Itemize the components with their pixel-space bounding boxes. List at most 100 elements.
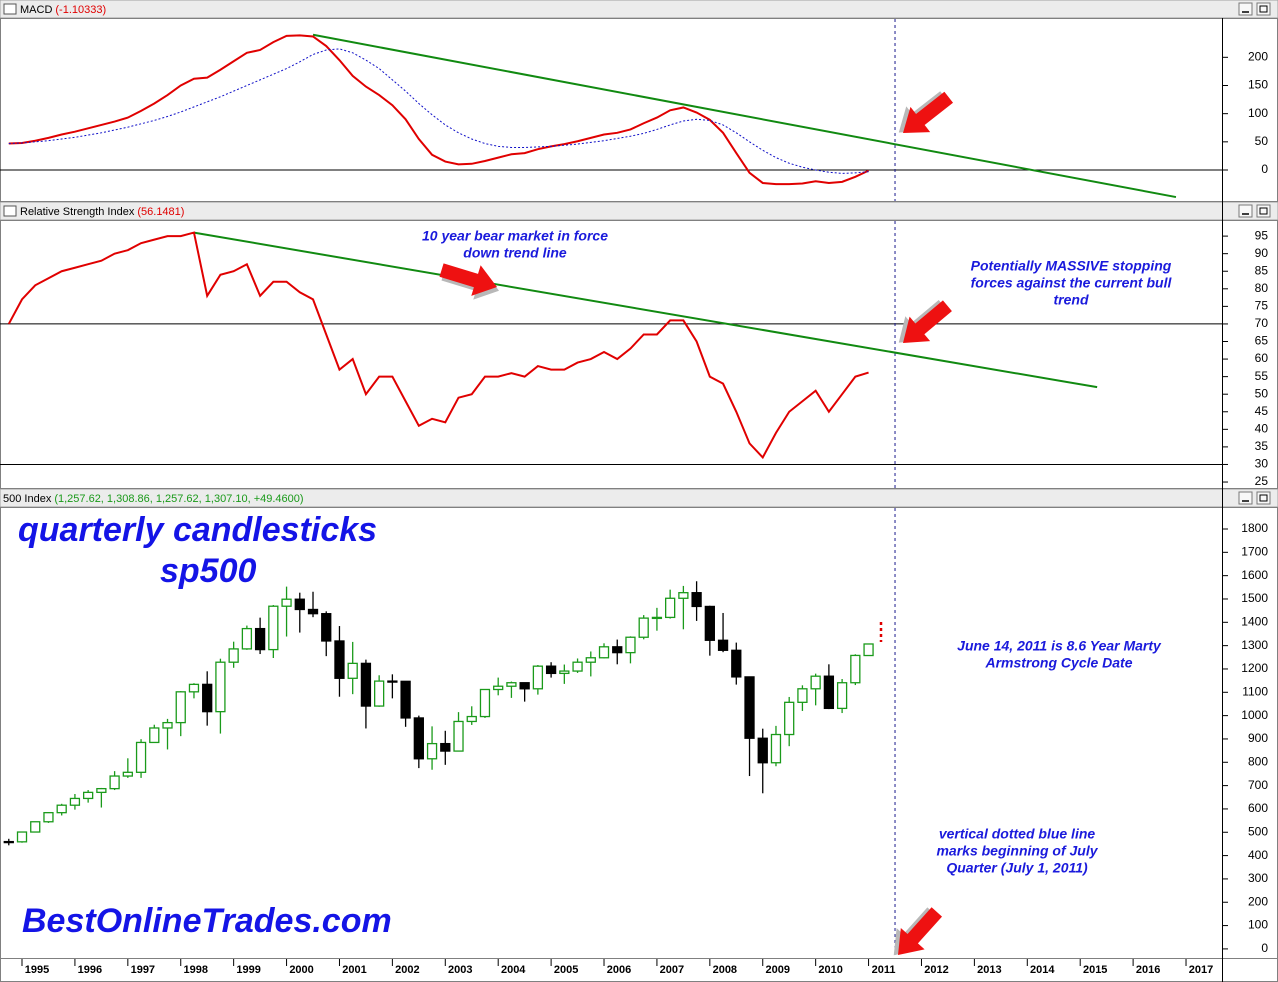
- y-tick-label: 1700: [1241, 544, 1268, 558]
- candle-body: [426, 742, 438, 760]
- candle-body: [281, 598, 292, 607]
- y-tick-label: 55: [1255, 369, 1269, 383]
- candle-body: [625, 636, 636, 654]
- x-tick-label: 2012: [924, 964, 948, 976]
- candle-body: [228, 648, 239, 663]
- candle-body: [82, 791, 94, 800]
- x-tick-label: 2006: [607, 964, 631, 976]
- x-tick-label: 2010: [818, 964, 842, 976]
- maximize-button[interactable]: [1256, 204, 1271, 218]
- y-tick-label: 200: [1248, 49, 1268, 63]
- candle-body: [545, 665, 557, 675]
- candle-body: [294, 598, 305, 611]
- svg-text:MACD(-1.10333): MACD (-1.10333): [20, 4, 106, 16]
- candle-body: [440, 742, 451, 752]
- annotation: June 14, 2011 is 8.6 Year Marty: [957, 638, 1162, 654]
- panel-title: 500 Index: [3, 493, 52, 505]
- y-tick-label: 200: [1248, 894, 1268, 908]
- candle-body: [374, 680, 385, 707]
- annotation: trend: [1054, 292, 1089, 308]
- y-tick-label: 95: [1255, 228, 1269, 242]
- y-tick-label: 75: [1255, 299, 1269, 313]
- x-tick-label: 1999: [236, 964, 260, 976]
- x-tick-label: 2008: [713, 964, 737, 976]
- candle-body: [638, 617, 649, 638]
- y-tick-label: 1200: [1241, 661, 1268, 675]
- candle-body: [836, 682, 848, 710]
- y-tick-label: 900: [1248, 731, 1268, 745]
- annotation: Armstrong Cycle Date: [984, 655, 1132, 671]
- svg-text:Relative Strength Index(56.148: Relative Strength Index (56.1481): [20, 206, 184, 218]
- candle-body: [215, 661, 226, 713]
- candle-body: [678, 592, 689, 599]
- candle-body: [43, 812, 54, 823]
- annotation: vertical dotted blue line: [939, 826, 1096, 842]
- candle-body: [175, 691, 186, 724]
- candle-body: [56, 804, 67, 814]
- x-tick-label: 1996: [78, 964, 102, 976]
- candle-body: [387, 680, 398, 683]
- candle-body: [585, 657, 596, 663]
- series-line: [7, 231, 869, 460]
- y-tick-label: 1100: [1242, 684, 1268, 698]
- candle-body: [16, 831, 28, 843]
- candle-body: [135, 741, 147, 773]
- candle-body: [30, 821, 41, 833]
- big-label: BestOnlineTrades.com: [22, 902, 392, 940]
- x-tick-label: 2001: [342, 964, 366, 976]
- candle-body: [598, 646, 610, 659]
- candle-body: [665, 597, 676, 619]
- x-tick-label: 2015: [1083, 964, 1107, 976]
- y-tick-label: 1500: [1241, 591, 1268, 605]
- x-tick-label: 2004: [501, 964, 526, 976]
- y-tick-label: 80: [1255, 281, 1269, 295]
- candle-body: [400, 680, 411, 719]
- maximize-button[interactable]: [1256, 2, 1271, 16]
- candle-body: [413, 717, 424, 760]
- series-line: [8, 34, 869, 186]
- x-tick-label: 1998: [183, 964, 207, 976]
- candle-body: [360, 662, 372, 707]
- y-tick-label: 500: [1248, 824, 1268, 838]
- candle-body: [572, 661, 583, 672]
- y-tick-label: 40: [1255, 422, 1269, 436]
- y-tick-label: 85: [1255, 263, 1269, 277]
- x-tick-label: 2005: [554, 964, 578, 976]
- x-tick-label: 2013: [977, 964, 1001, 976]
- candle-body: [651, 616, 663, 620]
- candle-body: [797, 688, 808, 703]
- candle-body: [202, 683, 213, 713]
- x-tick-label: 1995: [25, 964, 49, 976]
- candle-body: [268, 605, 279, 651]
- candle-body: [307, 608, 319, 615]
- minimize-button[interactable]: [1238, 2, 1253, 16]
- candle-body: [241, 627, 253, 650]
- annotation: forces against the current bull: [971, 275, 1173, 291]
- candle-body: [321, 613, 332, 642]
- maximize-button[interactable]: [1256, 491, 1271, 505]
- minimize-button[interactable]: [1238, 204, 1253, 218]
- x-tick-label: 2003: [448, 964, 472, 976]
- trend-line: [193, 231, 1098, 389]
- minimize-button[interactable]: [1238, 491, 1253, 505]
- candle-body: [850, 654, 861, 684]
- macd-header: MACD (-1.10333): [0, 0, 1278, 19]
- y-tick-label: 60: [1255, 351, 1269, 365]
- y-tick-label: 150: [1248, 78, 1268, 92]
- panel-value: (-1.10333): [55, 4, 106, 16]
- candle-body: [453, 720, 464, 752]
- candle-body: [109, 775, 120, 790]
- candle-body: [69, 797, 81, 806]
- y-tick-label: 100: [1248, 106, 1268, 120]
- y-tick-label: 1000: [1241, 708, 1268, 722]
- y-tick-label: 400: [1248, 848, 1268, 862]
- y-tick-label: 1400: [1241, 614, 1268, 628]
- candle-body: [188, 683, 200, 693]
- candle-body: [96, 787, 107, 794]
- x-tick-label: 2000: [289, 964, 313, 976]
- y-tick-label: 100: [1248, 918, 1268, 932]
- y-tick-label: 50: [1255, 386, 1269, 400]
- panel-title: Relative Strength Index: [20, 206, 135, 218]
- candle-body: [334, 640, 345, 679]
